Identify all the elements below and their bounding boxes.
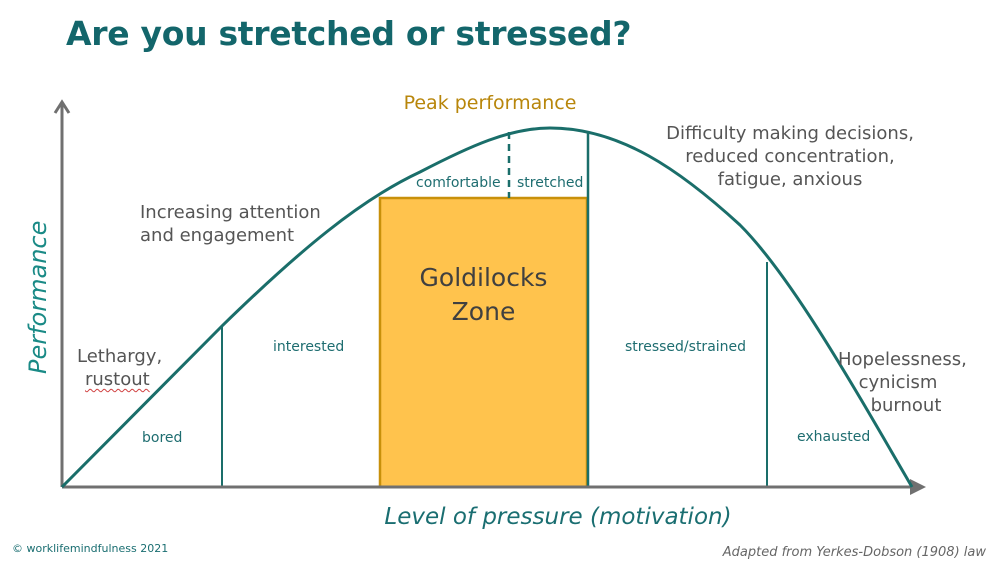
zone-label-interested: interested: [273, 339, 345, 355]
annotation-line: fatigue, anxious: [717, 169, 863, 190]
zone-label-stretched: stretched: [517, 175, 584, 191]
annotation-hopelessness: Hopelessness, cynicism burnout: [838, 348, 967, 417]
goldilocks-zone: [378, 196, 589, 489]
x-axis-arrow-icon: [910, 479, 926, 495]
annotation-line: Difficulty making decisions,: [666, 123, 914, 144]
annotation-line: cynicism: [858, 372, 938, 393]
y-axis-arrow-icon: [53, 99, 71, 114]
zone-label-exhausted: exhausted: [797, 429, 871, 445]
annotation-line: Hopelessness,: [838, 349, 967, 370]
annotation-line: burnout: [870, 395, 942, 416]
annotation-line: Increasing attention: [140, 202, 321, 223]
peak-performance-label: Peak performance: [403, 92, 577, 114]
annotation-increasing-attention: Increasing attention and engagement: [140, 201, 321, 247]
y-axis-label: Performance: [24, 220, 52, 374]
annotation-line: Lethargy,: [77, 346, 163, 367]
source-credit: Adapted from Yerkes-Dobson (1908) law: [722, 545, 986, 560]
goldilocks-zone-label: Goldilocks Zone: [380, 261, 587, 329]
performance-curve: [60, 126, 914, 489]
x-axis-label: Level of pressure (motivation): [384, 504, 732, 530]
annotation-line: rustout: [85, 369, 150, 390]
annotation-line: reduced concentration,: [685, 146, 895, 167]
goldilocks-line: Zone: [451, 297, 516, 326]
page-title: Are you stretched or stressed?: [66, 14, 632, 53]
zone-label-bored: bored: [142, 430, 183, 446]
zone-label-comfortable: comfortable: [416, 175, 501, 191]
goldilocks-line: Goldilocks: [419, 263, 548, 292]
zone-label-stressed: stressed/strained: [625, 339, 747, 355]
copyright-notice: © worklifemindfulness 2021: [12, 542, 169, 555]
annotation-lethargy: Lethargy, rustout: [77, 345, 162, 391]
annotation-difficulty: Difficulty making decisions, reduced con…: [640, 122, 940, 191]
annotation-line: and engagement: [140, 225, 295, 246]
